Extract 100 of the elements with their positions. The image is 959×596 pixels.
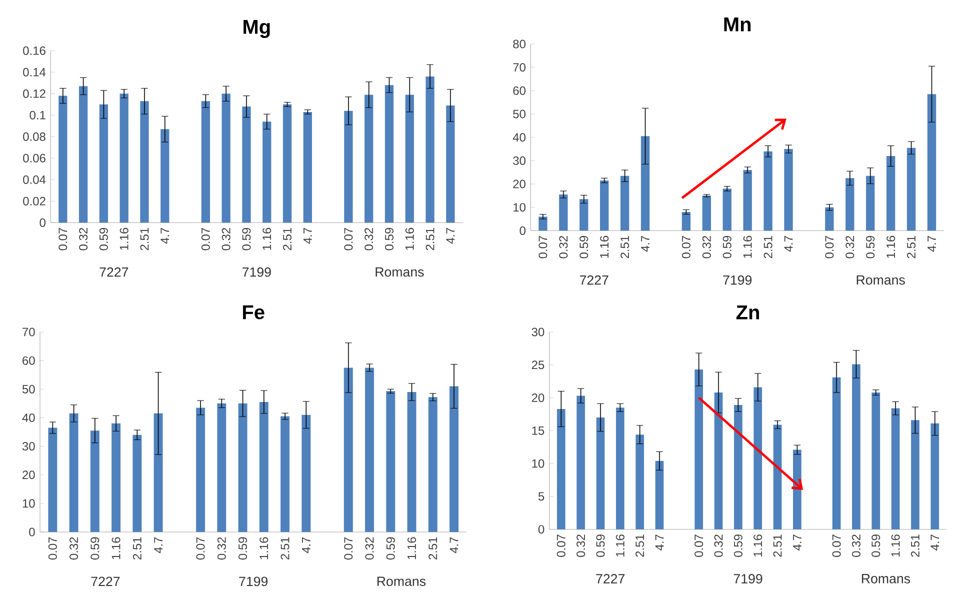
x-tick-label: 0.32 <box>576 534 586 557</box>
bar <box>201 101 210 223</box>
bar <box>600 180 609 231</box>
bar <box>722 188 732 231</box>
bar <box>302 414 311 532</box>
x-tick-label: 0.07 <box>682 236 690 258</box>
y-tick-label: 10 <box>514 203 526 212</box>
bar <box>344 110 353 223</box>
x-tick-label: 1.16 <box>120 228 128 250</box>
x-tick-label: 1.16 <box>405 228 414 250</box>
bar <box>344 368 353 532</box>
bar <box>154 413 163 532</box>
y-tick-label: 10 <box>22 499 35 508</box>
chart-title: Mg <box>244 20 270 38</box>
bar <box>930 423 940 530</box>
bar <box>764 151 772 231</box>
bar <box>576 396 585 530</box>
text: Romans <box>376 267 424 277</box>
x-tick-label: 1.16 <box>260 537 268 560</box>
bar <box>616 408 624 530</box>
x-tick-label: 1.16 <box>754 534 762 556</box>
x-tick-label: 0.32 <box>364 228 374 250</box>
bar <box>280 416 290 532</box>
text: 7227 <box>91 576 120 586</box>
bar <box>99 104 108 223</box>
bar <box>428 397 438 532</box>
x-tick-label: 1.16 <box>886 236 896 258</box>
bar <box>580 199 588 231</box>
text: Romans <box>377 576 426 586</box>
bar <box>48 428 58 532</box>
bar <box>407 392 416 532</box>
bar <box>69 413 78 532</box>
y-tick-label: 50 <box>513 110 526 118</box>
bar <box>825 207 834 231</box>
bar <box>303 112 312 223</box>
bar <box>112 423 121 532</box>
x-tick-label: 0.32 <box>846 236 854 258</box>
bar <box>852 364 860 530</box>
bar <box>872 392 880 530</box>
text: 7227 <box>100 267 128 277</box>
y-tick-label: 70 <box>513 63 526 72</box>
x-tick-label: 0.32 <box>365 537 374 560</box>
text: Romans <box>856 275 905 285</box>
x-tick-label: 2.51 <box>426 228 434 250</box>
y-tick-label: 15 <box>532 426 544 435</box>
bar <box>242 106 251 223</box>
bar <box>927 94 936 231</box>
bar <box>793 450 802 530</box>
x-tick-label: 4.7 <box>304 228 312 244</box>
bar <box>282 104 292 223</box>
bar <box>262 122 272 223</box>
y-tick-label: 60 <box>513 86 526 95</box>
text: 7199 <box>242 267 271 277</box>
bar <box>58 96 68 223</box>
text: 7199 <box>734 574 762 584</box>
bar <box>120 94 128 223</box>
x-tick-label: 2.51 <box>636 534 644 557</box>
x-tick-label: 0.07 <box>825 236 834 258</box>
bar <box>217 403 226 532</box>
x-tick-label: 4.7 <box>930 534 939 550</box>
x-tick-label: 2.51 <box>140 228 149 250</box>
y-tick-label: 20 <box>22 470 35 480</box>
x-tick-label: 0.32 <box>714 534 723 557</box>
x-tick-label: 4.7 <box>154 537 162 554</box>
y-tick-label: 0.02 <box>23 196 46 206</box>
x-tick-label: 2.51 <box>620 236 630 258</box>
x-tick-label: 0.59 <box>242 228 251 250</box>
x-tick-label: 0.32 <box>852 534 860 557</box>
bar <box>754 387 762 530</box>
x-tick-label: 2.51 <box>907 236 916 258</box>
y-tick-label: 0.16 <box>23 46 46 55</box>
y-tick-label: 40 <box>512 133 526 142</box>
bar <box>832 377 841 530</box>
chart-title: Zn <box>736 306 759 320</box>
x-tick-label: 4.7 <box>302 537 310 554</box>
x-tick-label: 4.7 <box>160 228 170 244</box>
y-tick-label: 60 <box>22 356 35 365</box>
bar <box>405 94 414 223</box>
x-tick-label: 0.07 <box>196 537 205 560</box>
y-tick-label: 0.04 <box>23 175 46 184</box>
x-tick-label: 0.07 <box>556 534 566 557</box>
bar <box>386 391 396 532</box>
x-tick-label: 1.16 <box>616 534 624 556</box>
y-tick-label: 0 <box>538 525 544 534</box>
bar <box>596 418 605 530</box>
x-tick-label: 0.59 <box>386 537 395 560</box>
x-tick-label: 4.7 <box>793 534 802 550</box>
chart-title: Mn <box>724 18 751 32</box>
bar <box>734 405 742 530</box>
x-tick-label: 1.16 <box>743 236 752 258</box>
x-tick-label: 0.07 <box>201 228 210 250</box>
bar <box>886 156 896 231</box>
x-tick-label: 0.59 <box>238 537 248 560</box>
bar <box>906 148 916 231</box>
bar <box>196 408 206 532</box>
x-tick-label: 0.59 <box>384 228 394 250</box>
bar <box>620 176 630 231</box>
bar <box>222 94 230 223</box>
bar <box>773 424 782 530</box>
x-tick-label: 0.07 <box>344 228 353 250</box>
